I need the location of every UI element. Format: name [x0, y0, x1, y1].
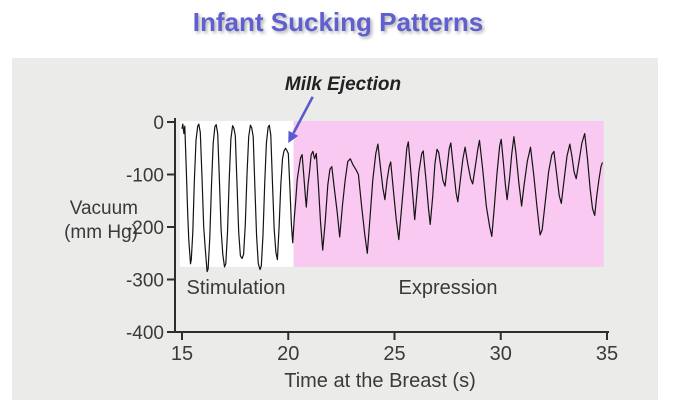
milk-ejection-arrow-shaft [292, 96, 314, 134]
x-tick-label: 15 [171, 343, 193, 365]
y-axis-title-line1: Vacuum [69, 198, 138, 219]
y-tick-label: -200 [126, 218, 164, 239]
stimulation-region [179, 120, 294, 267]
y-axis-title: Vacuum (mm Hg) [28, 197, 138, 245]
milk-ejection-annotation: Milk Ejection [284, 74, 402, 95]
x-tick-label: 30 [490, 343, 512, 365]
milk-ejection-arrow-head [288, 130, 299, 143]
x-axis-title: Time at the Breast (s) [284, 370, 476, 392]
x-tick-label: 20 [277, 343, 299, 365]
stimulation-region-label: Stimulation [186, 277, 286, 299]
y-tick-label: -100 [126, 166, 164, 187]
x-tick-label: 35 [596, 343, 618, 365]
expression-region [293, 120, 604, 267]
y-tick-label: -300 [126, 271, 164, 292]
vacuum-trace [181, 123, 603, 273]
y-tick-label: 0 [153, 113, 164, 134]
y-tick-label: -400 [126, 323, 164, 344]
page-title: Infant Sucking Patterns [192, 7, 484, 37]
y-axis-title-line2: (mm Hg) [64, 222, 138, 243]
expression-region-label: Expression [398, 277, 498, 299]
x-tick-label: 25 [383, 343, 405, 365]
